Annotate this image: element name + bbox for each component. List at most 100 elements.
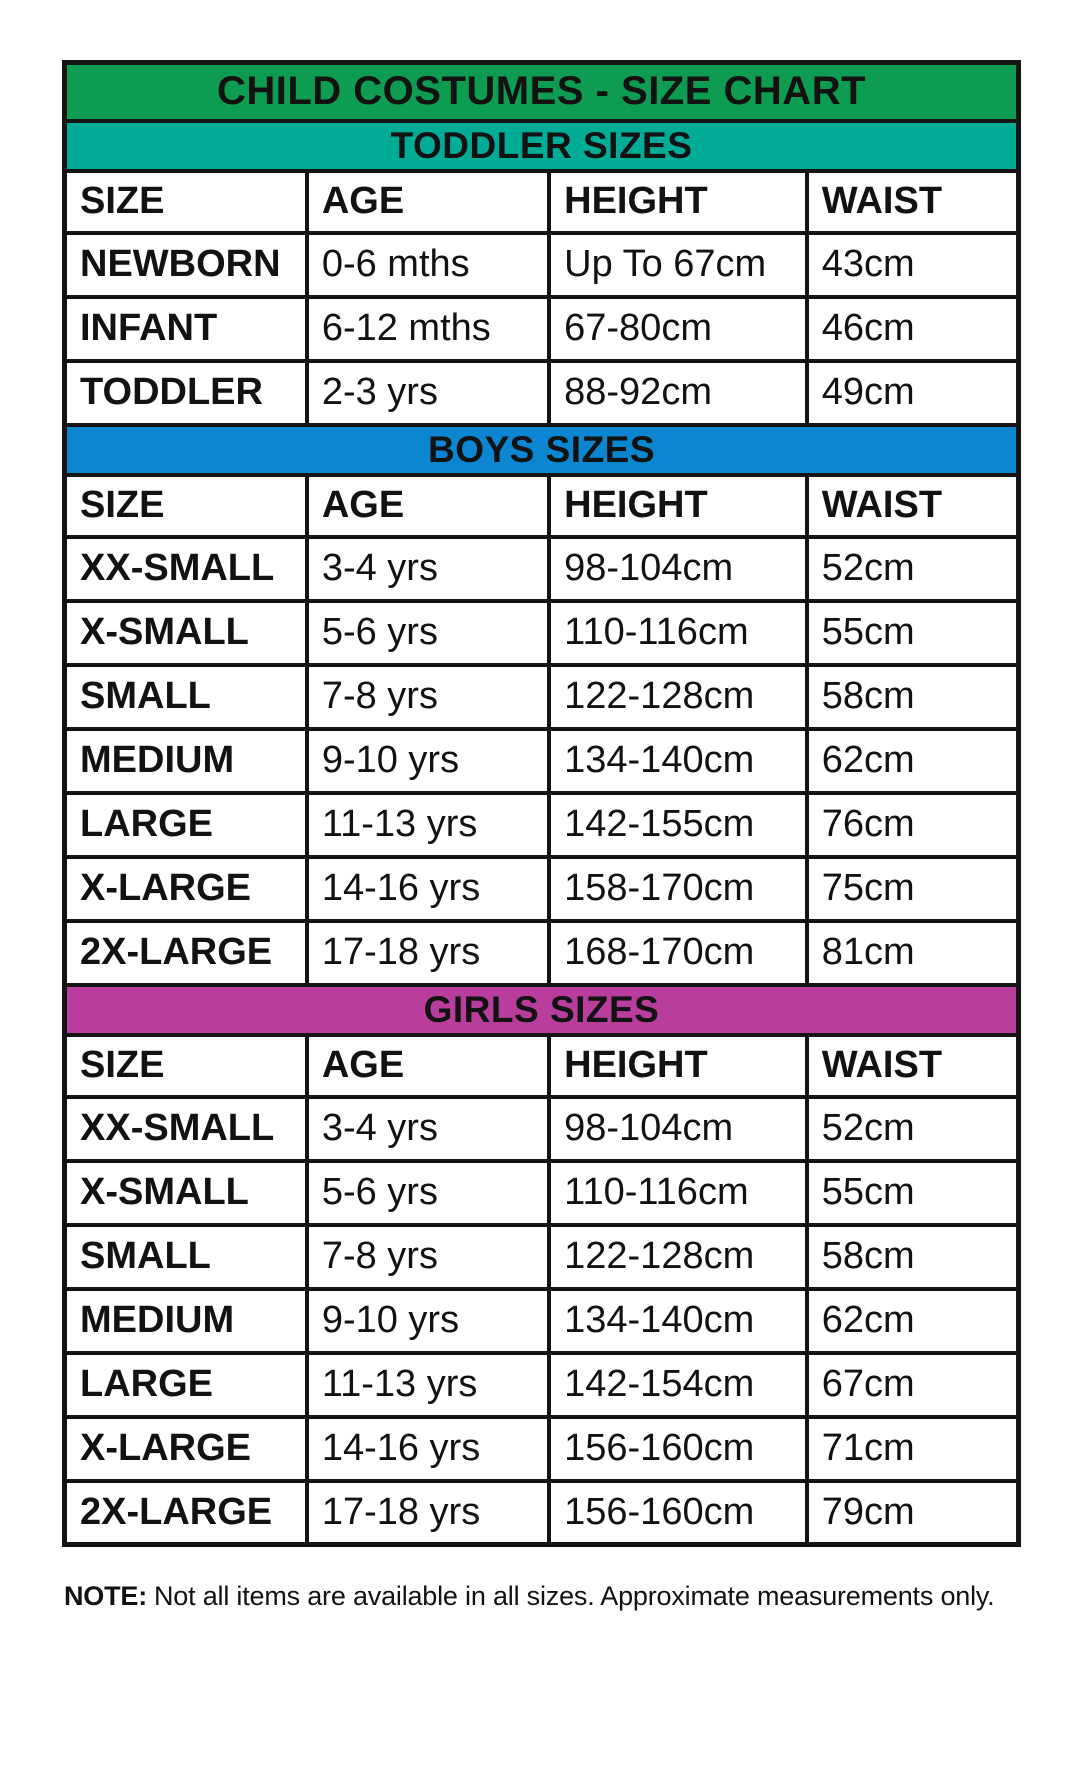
table-row: NEWBORN 0-6 mths Up To 67cm 43cm [62, 230, 1021, 299]
size-cell: NEWBORN [62, 230, 309, 299]
height-cell: Up To 67cm [547, 230, 809, 299]
height-cell: 158-170cm [547, 854, 809, 923]
column-header-height: HEIGHT [547, 168, 809, 235]
footnote-label: NOTE: [64, 1581, 147, 1611]
age-cell: 17-18 yrs [304, 1478, 552, 1547]
age-cell: 7-8 yrs [304, 662, 552, 731]
waist-cell: 43cm [804, 230, 1021, 299]
size-cell: XX-SMALL [62, 1094, 309, 1163]
waist-cell: 55cm [804, 598, 1021, 667]
height-cell: 142-155cm [547, 790, 809, 859]
age-cell: 9-10 yrs [304, 726, 552, 795]
size-cell: LARGE [62, 1350, 309, 1419]
height-cell: 122-128cm [547, 1222, 809, 1291]
header-row-toddler-sizes: SIZE AGE HEIGHT WAIST [62, 168, 1021, 235]
waist-cell: 79cm [804, 1478, 1021, 1547]
size-cell: TODDLER [62, 358, 309, 427]
age-cell: 14-16 yrs [304, 1414, 552, 1483]
size-cell: XX-SMALL [62, 534, 309, 603]
age-cell: 5-6 yrs [304, 1158, 552, 1227]
column-header-waist: WAIST [804, 472, 1021, 539]
waist-cell: 62cm [804, 726, 1021, 795]
age-cell: 3-4 yrs [304, 534, 552, 603]
column-header-size: SIZE [62, 1032, 309, 1099]
height-cell: 98-104cm [547, 1094, 809, 1163]
column-header-age: AGE [304, 472, 552, 539]
age-cell: 11-13 yrs [304, 1350, 552, 1419]
column-header-age: AGE [304, 1032, 552, 1099]
height-cell: 142-154cm [547, 1350, 809, 1419]
table-row: SMALL 7-8 yrs 122-128cm 58cm [62, 662, 1021, 731]
waist-cell: 46cm [804, 294, 1021, 363]
table-row: X-SMALL 5-6 yrs 110-116cm 55cm [62, 598, 1021, 667]
size-cell: LARGE [62, 790, 309, 859]
waist-cell: 67cm [804, 1350, 1021, 1419]
size-cell: X-SMALL [62, 1158, 309, 1227]
height-cell: 156-160cm [547, 1414, 809, 1483]
section-band-boys-sizes: BOYS SIZES [62, 422, 1021, 477]
size-chart-table: CHILD COSTUMES - SIZE CHART TODDLER SIZES… [62, 60, 1021, 1547]
table-row: X-LARGE 14-16 yrs 156-160cm 71cm [62, 1414, 1021, 1483]
waist-cell: 81cm [804, 918, 1021, 987]
age-cell: 11-13 yrs [304, 790, 552, 859]
header-row-girls-sizes: SIZE AGE HEIGHT WAIST [62, 1032, 1021, 1099]
size-cell: X-SMALL [62, 598, 309, 667]
waist-cell: 58cm [804, 662, 1021, 731]
column-header-height: HEIGHT [547, 1032, 809, 1099]
size-cell: MEDIUM [62, 726, 309, 795]
waist-cell: 76cm [804, 790, 1021, 859]
table-row: 2X-LARGE 17-18 yrs 156-160cm 79cm [62, 1478, 1021, 1547]
size-cell: X-LARGE [62, 854, 309, 923]
size-cell: SMALL [62, 1222, 309, 1291]
height-cell: 134-140cm [547, 1286, 809, 1355]
height-cell: 67-80cm [547, 294, 809, 363]
table-row: MEDIUM 9-10 yrs 134-140cm 62cm [62, 1286, 1021, 1355]
section-band-girls-sizes: GIRLS SIZES [62, 982, 1021, 1037]
height-cell: 156-160cm [547, 1478, 809, 1547]
size-cell: 2X-LARGE [62, 918, 309, 987]
age-cell: 3-4 yrs [304, 1094, 552, 1163]
height-cell: 88-92cm [547, 358, 809, 427]
size-cell: SMALL [62, 662, 309, 731]
table-row: X-LARGE 14-16 yrs 158-170cm 75cm [62, 854, 1021, 923]
height-cell: 122-128cm [547, 662, 809, 731]
age-cell: 5-6 yrs [304, 598, 552, 667]
waist-cell: 55cm [804, 1158, 1021, 1227]
height-cell: 110-116cm [547, 1158, 809, 1227]
table-row: X-SMALL 5-6 yrs 110-116cm 55cm [62, 1158, 1021, 1227]
column-header-size: SIZE [62, 168, 309, 235]
table-row: LARGE 11-13 yrs 142-155cm 76cm [62, 790, 1021, 859]
table-row: XX-SMALL 3-4 yrs 98-104cm 52cm [62, 534, 1021, 603]
table-row: 2X-LARGE 17-18 yrs 168-170cm 81cm [62, 918, 1021, 987]
section-row-girls-sizes: GIRLS SIZES [62, 982, 1021, 1037]
age-cell: 2-3 yrs [304, 358, 552, 427]
table-row: MEDIUM 9-10 yrs 134-140cm 62cm [62, 726, 1021, 795]
age-cell: 14-16 yrs [304, 854, 552, 923]
waist-cell: 52cm [804, 534, 1021, 603]
table-row: TODDLER 2-3 yrs 88-92cm 49cm [62, 358, 1021, 427]
age-cell: 0-6 mths [304, 230, 552, 299]
waist-cell: 52cm [804, 1094, 1021, 1163]
waist-cell: 71cm [804, 1414, 1021, 1483]
chart-title: CHILD COSTUMES - SIZE CHART [62, 60, 1021, 123]
footnote-text: Not all items are available in all sizes… [154, 1581, 995, 1611]
header-row-boys-sizes: SIZE AGE HEIGHT WAIST [62, 472, 1021, 539]
height-cell: 98-104cm [547, 534, 809, 603]
footnote: NOTE: Not all items are available in all … [64, 1581, 1021, 1612]
table-row: XX-SMALL 3-4 yrs 98-104cm 52cm [62, 1094, 1021, 1163]
title-row: CHILD COSTUMES - SIZE CHART [62, 60, 1021, 123]
column-header-waist: WAIST [804, 168, 1021, 235]
size-cell: INFANT [62, 294, 309, 363]
waist-cell: 62cm [804, 1286, 1021, 1355]
age-cell: 6-12 mths [304, 294, 552, 363]
column-header-age: AGE [304, 168, 552, 235]
column-header-height: HEIGHT [547, 472, 809, 539]
age-cell: 7-8 yrs [304, 1222, 552, 1291]
waist-cell: 49cm [804, 358, 1021, 427]
waist-cell: 58cm [804, 1222, 1021, 1291]
table-row: INFANT 6-12 mths 67-80cm 46cm [62, 294, 1021, 363]
column-header-waist: WAIST [804, 1032, 1021, 1099]
age-cell: 17-18 yrs [304, 918, 552, 987]
waist-cell: 75cm [804, 854, 1021, 923]
